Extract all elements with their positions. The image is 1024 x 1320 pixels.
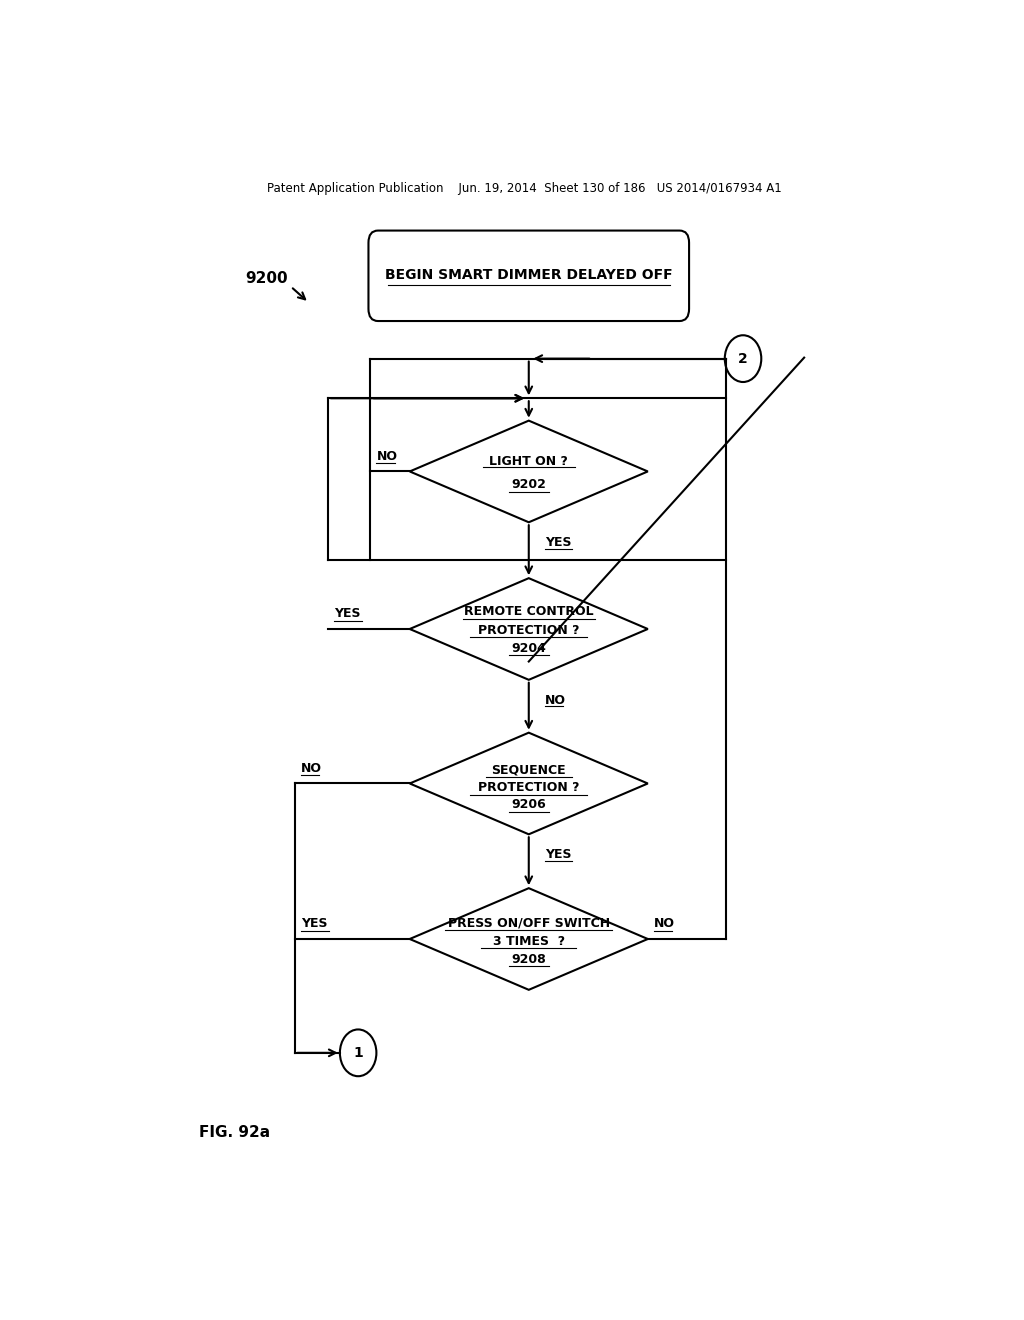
FancyBboxPatch shape: [369, 231, 689, 321]
Text: NO: NO: [654, 917, 675, 931]
Text: SEQUENCE: SEQUENCE: [492, 764, 566, 776]
Polygon shape: [410, 421, 648, 523]
Text: NO: NO: [377, 450, 397, 463]
Text: NO: NO: [545, 693, 565, 706]
Text: 9202: 9202: [511, 478, 546, 491]
Text: YES: YES: [301, 917, 328, 931]
Text: YES: YES: [334, 607, 360, 620]
Text: REMOTE CONTROL: REMOTE CONTROL: [464, 605, 594, 618]
Text: YES: YES: [545, 536, 571, 549]
Text: PROTECTION ?: PROTECTION ?: [478, 781, 580, 795]
Text: YES: YES: [545, 849, 571, 861]
Text: LIGHT ON ?: LIGHT ON ?: [489, 455, 568, 467]
Text: PRESS ON/OFF SWITCH: PRESS ON/OFF SWITCH: [447, 916, 610, 929]
Polygon shape: [410, 578, 648, 680]
Text: 9208: 9208: [511, 953, 546, 966]
Text: 2: 2: [738, 351, 748, 366]
Text: PROTECTION ?: PROTECTION ?: [478, 623, 580, 636]
Text: FIG. 92a: FIG. 92a: [200, 1125, 270, 1139]
Polygon shape: [410, 888, 648, 990]
Text: 1: 1: [353, 1045, 364, 1060]
Polygon shape: [410, 733, 648, 834]
Text: BEGIN SMART DIMMER DELAYED OFF: BEGIN SMART DIMMER DELAYED OFF: [385, 268, 673, 282]
Text: 9200: 9200: [246, 271, 288, 286]
Text: 3 TIMES  ?: 3 TIMES ?: [493, 935, 565, 948]
Text: Patent Application Publication    Jun. 19, 2014  Sheet 130 of 186   US 2014/0167: Patent Application Publication Jun. 19, …: [267, 182, 782, 195]
Text: 9204: 9204: [511, 642, 546, 655]
Circle shape: [340, 1030, 377, 1076]
Text: 9206: 9206: [511, 799, 546, 812]
Circle shape: [725, 335, 761, 381]
Text: NO: NO: [301, 762, 322, 775]
